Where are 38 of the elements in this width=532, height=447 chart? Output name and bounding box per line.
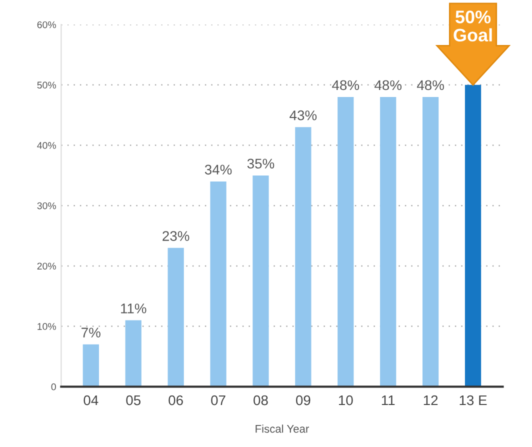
data-label: 48% (332, 80, 360, 90)
bar (210, 181, 226, 387)
x-tick-label: 10 (338, 395, 353, 406)
x-tick-label: 07 (211, 395, 226, 406)
bar (168, 248, 184, 387)
bar (252, 175, 269, 387)
data-label: 35% (247, 158, 274, 169)
x-tick-label: 09 (296, 395, 310, 406)
x-tick-label: 06 (168, 395, 183, 406)
bar (82, 344, 99, 387)
data-label: 34% (204, 164, 232, 175)
x-tick-label: 04 (84, 395, 98, 406)
x-axis-title: Fiscal Year (256, 424, 309, 433)
data-label: 23% (162, 231, 190, 241)
x-tick-label: 08 (254, 395, 268, 406)
data-label: 43% (290, 110, 317, 120)
x-tick-label: 11 (382, 396, 395, 406)
y-tick-label: 10% (38, 323, 56, 330)
data-label: 11% (121, 304, 146, 314)
bar (464, 84, 482, 387)
y-tick-label: 30% (37, 202, 56, 210)
bar (380, 97, 396, 387)
x-tick-label: 13 E (460, 395, 487, 406)
data-label: 48% (416, 80, 444, 90)
data-label: 7% (82, 328, 100, 338)
bar (338, 97, 354, 387)
x-tick-label: 12 (424, 395, 438, 406)
y-tick-label: 40% (37, 142, 56, 149)
y-tick-label: 0 (51, 383, 56, 390)
bar (295, 127, 312, 387)
y-tick-label: 60% (37, 21, 56, 28)
data-label: 48% (374, 80, 402, 90)
annotation: 50% Goal (454, 10, 492, 42)
bar (125, 320, 142, 387)
y-tick-label: 20% (37, 262, 56, 270)
bar (422, 97, 439, 387)
y-tick-label: 50% (37, 82, 56, 89)
x-tick-label: 05 (126, 395, 140, 406)
